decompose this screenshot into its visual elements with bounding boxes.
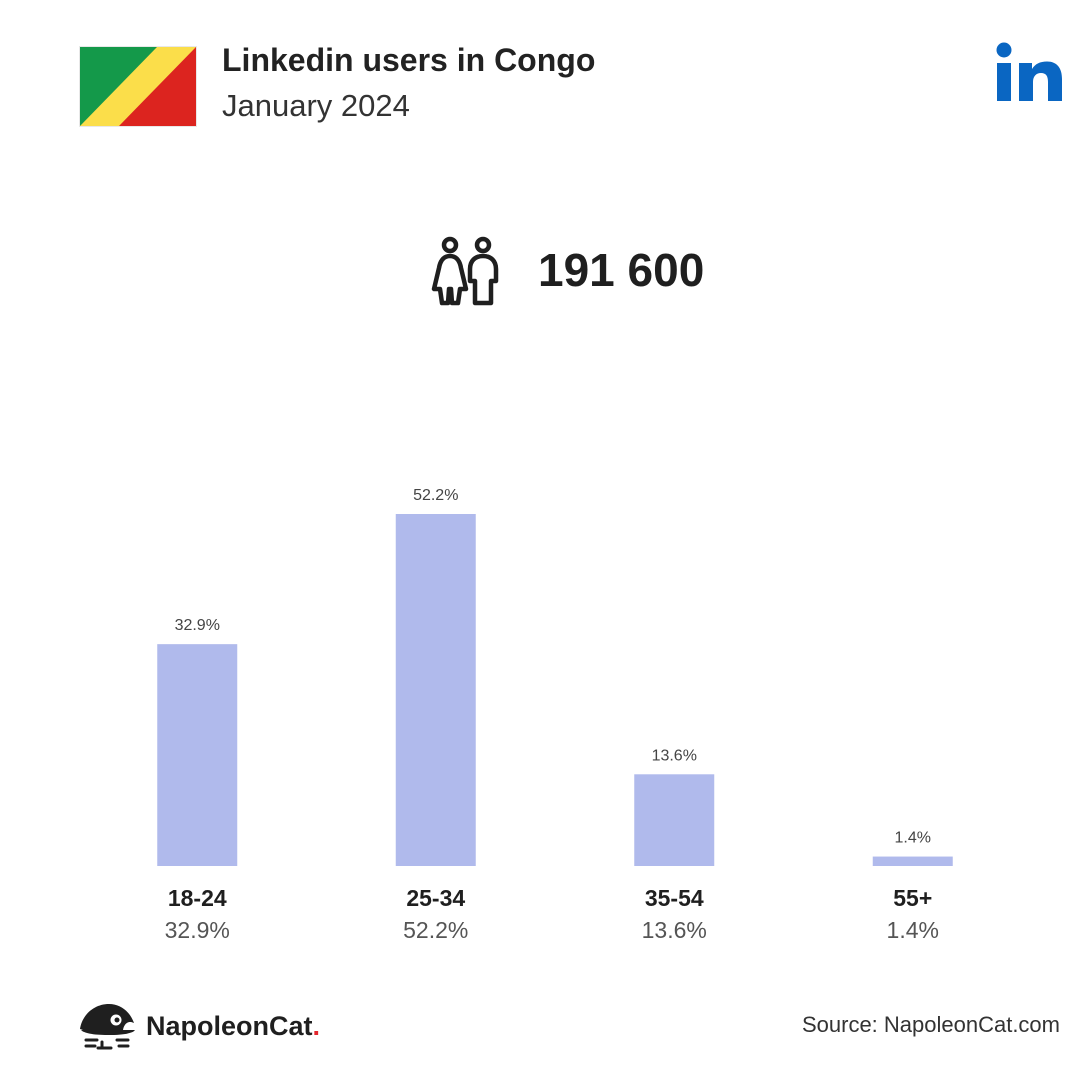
bar-25-34 (395, 514, 476, 866)
source-credit: Source: NapoleonCat.com (801, 1012, 1060, 1037)
category-sublabel: 1.4% (887, 917, 939, 943)
total-users: 191 600 (430, 232, 704, 308)
total-value: 191 600 (538, 244, 705, 296)
logo-name: NapoleonCat (146, 1010, 313, 1041)
category-sublabel: 13.6% (642, 917, 707, 943)
category-label: 35-54 (645, 885, 704, 911)
category-sublabel: 32.9% (165, 917, 230, 943)
bar-value-label: 52.2% (413, 487, 458, 504)
bar-value-label: 1.4% (895, 830, 931, 847)
age-bar-chart: 32.9% 18-24 32.9% 52.2% 25-34 52.2% 13.6% 35-54… (157, 487, 953, 943)
page-subtitle: January 2024 (222, 88, 410, 123)
napoleoncat-logo-icon (80, 1004, 135, 1050)
bar-value-label: 32.9% (175, 617, 220, 634)
category-label: 18-24 (168, 885, 227, 911)
category-label: 25-34 (406, 885, 465, 911)
people-icon (431, 236, 499, 306)
linkedin-logo-icon (996, 42, 1062, 101)
bar-18-24 (157, 644, 238, 866)
bar-55+ (872, 856, 953, 866)
logo-dot: . (312, 1010, 321, 1041)
category-sublabel: 52.2% (403, 917, 468, 943)
bar-value-label: 13.6% (652, 747, 697, 764)
page-title: Linkedin users in Congo (222, 42, 596, 78)
category-label: 55+ (893, 885, 932, 911)
congo-flag-icon (80, 47, 196, 126)
napoleoncat-logo: NapoleonCat. (78, 1002, 320, 1050)
logo-text: NapoleonCat. (146, 1011, 320, 1042)
bar-35-54 (634, 774, 715, 866)
